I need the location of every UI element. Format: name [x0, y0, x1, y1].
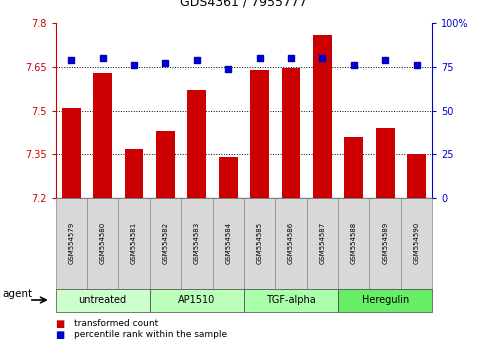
Point	[350, 62, 357, 68]
Bar	[376, 128, 395, 198]
Text: percentile rank within the sample: percentile rank within the sample	[74, 330, 227, 339]
Text: ■: ■	[56, 319, 65, 329]
Text: GSM554580: GSM554580	[99, 222, 106, 264]
Point	[319, 55, 327, 61]
Text: GSM554587: GSM554587	[319, 222, 326, 264]
Point	[68, 57, 75, 63]
Bar	[125, 149, 143, 198]
Text: GSM554585: GSM554585	[256, 222, 263, 264]
Point	[193, 57, 201, 63]
Point	[99, 55, 107, 61]
Text: GSM554589: GSM554589	[382, 222, 388, 264]
Text: AP1510: AP1510	[178, 295, 215, 305]
Bar	[93, 73, 112, 198]
Text: GSM554582: GSM554582	[162, 222, 169, 264]
Text: GSM554583: GSM554583	[194, 222, 200, 264]
Bar	[313, 35, 332, 198]
Text: GSM554579: GSM554579	[68, 222, 74, 264]
Text: agent: agent	[2, 289, 32, 299]
Text: GSM554586: GSM554586	[288, 222, 294, 264]
Text: ■: ■	[56, 330, 65, 339]
Text: transformed count: transformed count	[74, 319, 158, 329]
Text: TGF-alpha: TGF-alpha	[266, 295, 316, 305]
Text: GSM554590: GSM554590	[413, 222, 420, 264]
Text: GDS4361 / 7955777: GDS4361 / 7955777	[181, 0, 307, 9]
Bar	[62, 108, 81, 198]
Text: untreated: untreated	[79, 295, 127, 305]
Bar	[282, 68, 300, 198]
Text: GSM554584: GSM554584	[225, 222, 231, 264]
Point	[161, 61, 170, 66]
Bar	[156, 131, 175, 198]
Bar	[250, 70, 269, 198]
Point	[382, 57, 389, 63]
Point	[412, 62, 420, 68]
Text: GSM554588: GSM554588	[351, 222, 357, 264]
Bar	[407, 154, 426, 198]
Bar	[187, 90, 206, 198]
Bar	[219, 158, 238, 198]
Point	[224, 66, 232, 72]
Point	[256, 55, 264, 61]
Text: GSM554581: GSM554581	[131, 222, 137, 264]
Point	[130, 62, 138, 68]
Bar	[344, 137, 363, 198]
Text: Heregulin: Heregulin	[362, 295, 409, 305]
Point	[287, 55, 295, 61]
